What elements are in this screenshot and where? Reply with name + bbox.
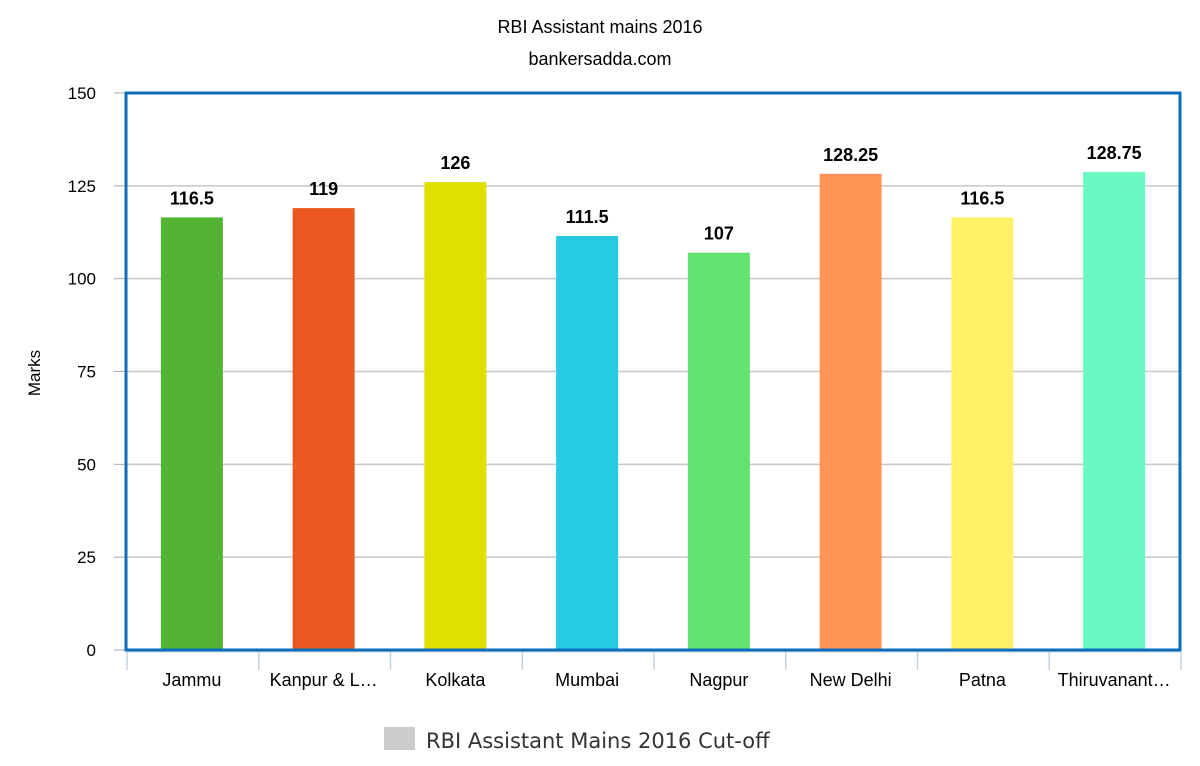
bar[interactable] xyxy=(687,252,750,650)
data-label: 116.5 xyxy=(170,188,214,208)
data-label: 111.5 xyxy=(566,207,609,227)
bars: 116.5 119 126 111.5 107 128.25 116.5 128.75 xyxy=(160,143,1146,651)
data-label: 128.75 xyxy=(1087,143,1142,163)
data-label: 107 xyxy=(704,224,734,244)
bar[interactable] xyxy=(556,235,619,651)
y-axis-label: Marks xyxy=(25,350,44,396)
x-tick-label: Thiruvanant… xyxy=(1058,670,1171,690)
data-label: 128.25 xyxy=(823,145,878,165)
x-tick-label: Jammu xyxy=(162,670,221,690)
data-label: 126 xyxy=(440,153,470,173)
y-tick-label: 75 xyxy=(77,363,96,382)
bar[interactable] xyxy=(160,217,223,650)
legend-label: RBI Assistant Mains 2016 Cut-off xyxy=(426,729,770,753)
x-tick-label: Mumbai xyxy=(555,670,619,690)
legend[interactable]: RBI Assistant Mains 2016 Cut-off xyxy=(384,727,770,753)
y-tick-label: 25 xyxy=(77,548,96,567)
chart-subtitle: bankersadda.com xyxy=(528,49,671,69)
y-tick-label: 100 xyxy=(68,270,96,289)
bar[interactable] xyxy=(819,173,882,650)
legend-swatch xyxy=(384,727,415,750)
x-tick-label: New Delhi xyxy=(810,670,892,690)
plot-area-border xyxy=(124,91,1182,652)
bar[interactable] xyxy=(1083,171,1146,651)
data-label: 116.5 xyxy=(960,188,1004,208)
y-tick-label: 150 xyxy=(68,84,96,103)
bar[interactable] xyxy=(424,182,487,650)
x-tick-label: Nagpur xyxy=(689,670,748,690)
data-label: 119 xyxy=(309,179,338,199)
bar[interactable] xyxy=(951,217,1014,650)
bar[interactable] xyxy=(292,208,355,650)
y-tick-label: 50 xyxy=(77,455,96,474)
x-tick-label: Kanpur & L… xyxy=(270,670,378,690)
x-axis: Jammu Kanpur & L… Kolkata Mumbai Nagpur New D… xyxy=(126,651,1182,690)
x-tick-label: Patna xyxy=(959,670,1007,690)
y-tick-label: 0 xyxy=(87,641,96,660)
y-tick-label: 125 xyxy=(68,177,96,196)
chart-title: RBI Assistant mains 2016 xyxy=(497,17,702,37)
x-tick-label: Kolkata xyxy=(425,670,486,690)
